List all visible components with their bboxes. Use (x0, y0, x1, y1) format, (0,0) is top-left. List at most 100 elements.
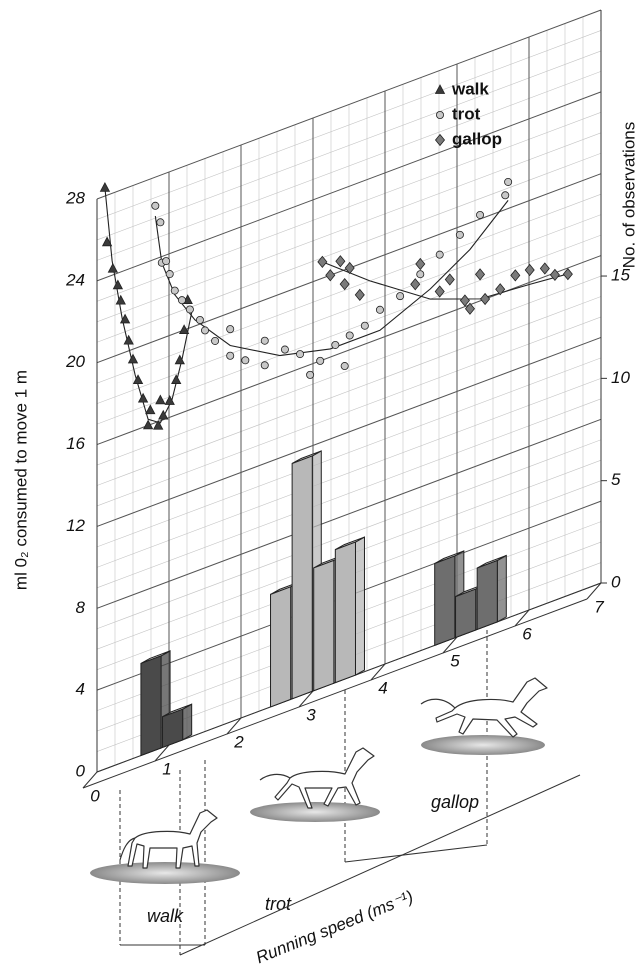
point (296, 350, 305, 359)
point (475, 268, 486, 281)
gait-label: gallop (431, 792, 479, 812)
point (476, 210, 485, 219)
point (112, 279, 124, 290)
point (137, 392, 149, 403)
point (435, 250, 444, 259)
point (132, 374, 144, 384)
point (164, 395, 175, 405)
minor-grid-line (96, 398, 602, 589)
floor-edge (82, 598, 588, 789)
point (195, 316, 204, 325)
minor-grid-line (96, 112, 602, 302)
fit-line (322, 261, 571, 300)
horse-gallop (420, 677, 548, 738)
point (142, 419, 154, 430)
point (170, 286, 179, 295)
horse-illustrations (90, 677, 548, 884)
y2-tick-label: 15 (611, 266, 630, 285)
point (145, 404, 156, 415)
x-tick-label: 1 (162, 759, 171, 778)
grid-line (96, 336, 602, 527)
point (340, 362, 349, 371)
y-tick-label: 20 (65, 352, 85, 371)
fit-lines (104, 187, 571, 424)
point (455, 230, 464, 239)
x-tick-label: 0 (90, 786, 100, 805)
point (339, 278, 350, 291)
point (396, 292, 405, 301)
point (158, 409, 169, 420)
bar (476, 559, 498, 631)
x-tick-label: 7 (594, 597, 604, 616)
x-tick (82, 771, 98, 789)
point (562, 267, 573, 281)
gait-label: walk (147, 906, 184, 926)
point (539, 262, 550, 275)
x-tick-label: 6 (522, 624, 532, 643)
bars (140, 450, 507, 757)
grid-line (96, 9, 602, 200)
y-tick-label: 8 (76, 598, 86, 617)
x-tick-label: 4 (378, 678, 387, 697)
point (260, 361, 269, 370)
y-tick-label: 0 (76, 761, 86, 780)
point (549, 268, 560, 282)
point (99, 181, 111, 192)
bar (140, 655, 162, 757)
point (344, 261, 355, 275)
point (165, 270, 174, 279)
x-tick (586, 582, 602, 600)
minor-grid-line (96, 234, 602, 425)
point (211, 336, 220, 345)
point (123, 334, 134, 345)
legend-marker (435, 111, 444, 120)
minor-grid-line (96, 357, 602, 548)
point (101, 236, 113, 247)
y-tick-label: 4 (76, 680, 85, 699)
point (162, 257, 171, 266)
point (316, 356, 325, 365)
x-tick (514, 609, 530, 627)
point (415, 257, 426, 271)
point (155, 394, 166, 405)
y-tick-label: 16 (66, 434, 85, 453)
point (317, 255, 328, 268)
gait-label: trot (265, 894, 292, 914)
bar-side (182, 703, 193, 741)
minor-grid-line (96, 50, 602, 241)
point (226, 351, 235, 360)
point (177, 296, 186, 305)
point (156, 218, 165, 227)
y2-tick-label: 0 (611, 572, 621, 591)
x-tick (154, 744, 170, 762)
point (459, 294, 470, 307)
bar (291, 455, 313, 700)
point (325, 269, 336, 282)
point (119, 313, 131, 324)
point (174, 354, 185, 365)
horse-trot (259, 747, 375, 809)
point (434, 285, 445, 298)
minor-grid-line (96, 193, 602, 384)
minor-grid-line (96, 214, 602, 404)
x-tick (226, 717, 242, 735)
minor-grid-line (96, 71, 602, 261)
point (345, 331, 354, 340)
x-tick (442, 636, 458, 654)
point (410, 278, 421, 291)
horse-shadow (421, 735, 545, 755)
point (495, 283, 506, 296)
point (280, 345, 289, 354)
point (504, 177, 513, 186)
y2-tick-label: 5 (611, 470, 621, 489)
point (360, 321, 369, 330)
bar-side (496, 554, 507, 623)
bracket-line (179, 774, 581, 956)
point (185, 305, 194, 314)
horse-walk (119, 809, 218, 869)
bar (270, 586, 292, 708)
point (335, 255, 346, 268)
point (153, 419, 164, 430)
x-tick (370, 663, 386, 681)
